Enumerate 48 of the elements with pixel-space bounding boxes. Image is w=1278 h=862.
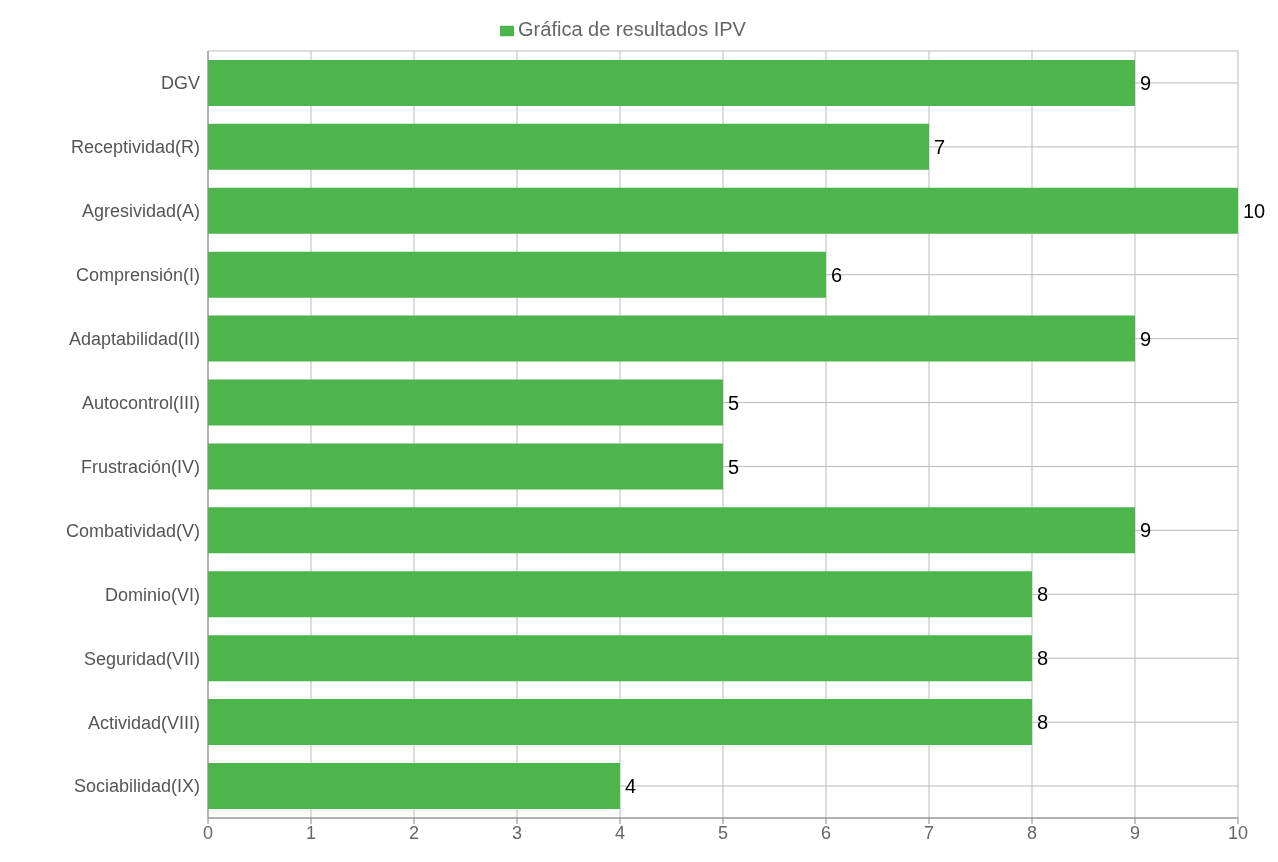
y-tick-label: Combatividad(V) — [65, 520, 200, 541]
x-tick-label: 8 — [1026, 822, 1038, 843]
bar — [208, 379, 723, 426]
bar — [208, 699, 1032, 746]
bar — [208, 763, 620, 810]
bar — [208, 443, 723, 490]
data-label: 5 — [728, 391, 740, 414]
data-label: 7 — [934, 135, 946, 158]
y-tick-label: Agresividad(A) — [81, 201, 200, 222]
data-label: 8 — [1037, 583, 1049, 606]
data-label: 10 — [1243, 199, 1266, 222]
y-tick-label: Comprensión(I) — [75, 265, 200, 286]
x-tick-label: 4 — [614, 822, 626, 843]
data-label: 9 — [1140, 72, 1152, 95]
y-tick-label: Adaptabilidad(II) — [68, 329, 200, 350]
bar — [208, 635, 1032, 682]
x-tick-label: 5 — [717, 822, 729, 843]
x-tick-label: 0 — [202, 822, 214, 843]
x-tick-label: 3 — [511, 822, 523, 843]
data-label: 9 — [1140, 327, 1152, 350]
y-tick-label: Dominio(VI) — [104, 584, 200, 605]
bar — [208, 59, 1135, 106]
y-tick-label: Sociabilidad(IX) — [73, 776, 200, 797]
y-tick-label: Receptividad(R) — [70, 137, 200, 158]
data-label: 8 — [1037, 711, 1049, 734]
x-tick-label: 1 — [305, 822, 317, 843]
data-label: 6 — [831, 263, 843, 286]
bar — [208, 123, 929, 170]
bar — [208, 571, 1032, 618]
y-tick-label: Autocontrol(III) — [81, 392, 200, 413]
legend-label: Gráfica de resultados IPV — [518, 18, 746, 40]
bar — [208, 187, 1238, 234]
y-tick-label: DGV — [160, 73, 200, 94]
data-label: 9 — [1140, 519, 1152, 542]
y-tick-label: Seguridad(VII) — [83, 648, 200, 669]
data-label: 5 — [728, 455, 740, 478]
y-tick-label: Actividad(VIII) — [87, 712, 200, 733]
x-tick-label: 6 — [820, 822, 832, 843]
x-tick-label: 10 — [1227, 822, 1249, 843]
bar — [208, 251, 826, 298]
x-tick-label: 7 — [923, 822, 935, 843]
y-tick-label: Frustración(IV) — [80, 456, 200, 477]
x-tick-label: 2 — [408, 822, 420, 843]
data-label: 4 — [625, 775, 637, 798]
bar — [208, 507, 1135, 554]
data-label: 8 — [1037, 647, 1049, 670]
x-tick-label: 9 — [1129, 822, 1141, 843]
bar — [208, 315, 1135, 362]
